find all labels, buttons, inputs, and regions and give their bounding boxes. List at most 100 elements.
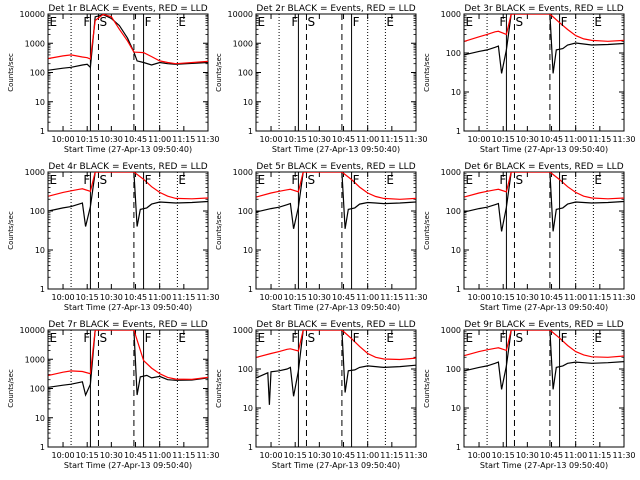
x-tick-label: 10:15 bbox=[492, 451, 515, 460]
x-tick-label: 10:30 bbox=[516, 451, 539, 460]
y-tick-label: 100 bbox=[238, 69, 253, 78]
x-tick-label: 10:00 bbox=[52, 451, 75, 460]
y-tick-label: 100 bbox=[446, 49, 461, 58]
marker-letter: S bbox=[99, 15, 107, 29]
y-tick-label: 1 bbox=[248, 285, 253, 294]
x-tick-label: 11:30 bbox=[196, 135, 219, 144]
events-series-line bbox=[256, 330, 416, 405]
lld-series-line bbox=[256, 330, 416, 361]
y-axis-label: Counts/sec bbox=[215, 53, 223, 92]
x-tick-label: 11:30 bbox=[196, 451, 219, 460]
detector-panel: Det 7r BLACK = Events, RED = LLD 1 10 100 10… bbox=[7, 320, 220, 470]
y-axis-label: Counts/sec bbox=[7, 369, 15, 408]
x-tick-label: 11:15 bbox=[172, 293, 195, 302]
lld-series-line bbox=[48, 14, 208, 65]
x-tick-label: 10:30 bbox=[516, 293, 539, 302]
lld-series-line bbox=[464, 14, 624, 42]
marker-letter: F bbox=[291, 173, 298, 187]
panel-title: Det 5r BLACK = Events, RED = LLD bbox=[256, 162, 415, 172]
y-tick-label: 1000 bbox=[25, 355, 45, 364]
marker-letter: F bbox=[145, 331, 152, 345]
y-tick-label: 1000 bbox=[441, 10, 461, 19]
marker-letter: E bbox=[258, 15, 266, 29]
plot-frame bbox=[47, 329, 209, 448]
x-tick-label: 11:30 bbox=[612, 293, 635, 302]
marker-letter: F bbox=[83, 15, 90, 29]
x-axis-label: Start Time (27-Apr-13 09:50:40) bbox=[272, 303, 400, 312]
x-tick-label: 11:00 bbox=[356, 135, 379, 144]
y-tick-label: 100 bbox=[238, 365, 253, 374]
x-tick-label: 10:45 bbox=[124, 293, 147, 302]
marker-letter: S bbox=[515, 15, 523, 29]
x-tick-label: 10:30 bbox=[308, 451, 331, 460]
x-axis-label: Start Time (27-Apr-13 09:50:40) bbox=[64, 303, 192, 312]
lld-series-line bbox=[464, 172, 624, 200]
plot-frame bbox=[47, 171, 209, 290]
y-tick-label: 100 bbox=[30, 207, 45, 216]
x-axis-label: Start Time (27-Apr-13 09:50:40) bbox=[480, 145, 608, 154]
y-tick-label: 10 bbox=[35, 98, 45, 107]
x-tick-label: 11:00 bbox=[356, 293, 379, 302]
x-tick-label: 10:00 bbox=[52, 293, 75, 302]
y-tick-label: 1000 bbox=[25, 39, 45, 48]
marker-letter: E bbox=[594, 331, 602, 345]
marker-letter: F bbox=[499, 15, 506, 29]
y-tick-label: 10 bbox=[451, 246, 461, 255]
x-tick-label: 10:00 bbox=[468, 293, 491, 302]
lld-series-line bbox=[464, 330, 624, 358]
y-tick-label: 1000 bbox=[233, 326, 253, 335]
y-tick-label: 1 bbox=[456, 127, 461, 136]
x-tick-label: 10:15 bbox=[76, 451, 99, 460]
panel-title: Det 6r BLACK = Events, RED = LLD bbox=[464, 162, 623, 172]
y-tick-label: 1000 bbox=[233, 168, 253, 177]
x-tick-label: 10:30 bbox=[100, 451, 123, 460]
y-tick-label: 10 bbox=[451, 88, 461, 97]
x-tick-label: 11:30 bbox=[612, 135, 635, 144]
x-tick-label: 10:45 bbox=[124, 451, 147, 460]
x-axis-label: Start Time (27-Apr-13 09:50:40) bbox=[272, 461, 400, 470]
marker-letter: S bbox=[307, 173, 315, 187]
marker-letter: E bbox=[466, 331, 474, 345]
plot-area bbox=[48, 330, 208, 447]
x-axis-label: Start Time (27-Apr-13 09:50:40) bbox=[272, 145, 400, 154]
y-axis-label: Counts/sec bbox=[215, 211, 223, 250]
x-tick-label: 10:30 bbox=[308, 135, 331, 144]
x-tick-label: 10:30 bbox=[308, 293, 331, 302]
x-tick-label: 11:15 bbox=[588, 293, 611, 302]
panel-title: Det 4r BLACK = Events, RED = LLD bbox=[48, 162, 207, 172]
x-tick-label: 10:15 bbox=[284, 293, 307, 302]
marker-letter: E bbox=[466, 15, 474, 29]
plot-frame bbox=[463, 171, 625, 290]
marker-letter: S bbox=[515, 173, 523, 187]
x-tick-label: 10:45 bbox=[540, 293, 563, 302]
x-tick-label: 10:45 bbox=[540, 451, 563, 460]
x-axis-label: Start Time (27-Apr-13 09:50:40) bbox=[480, 303, 608, 312]
marker-letter: E bbox=[594, 15, 602, 29]
x-axis-label: Start Time (27-Apr-13 09:50:40) bbox=[64, 145, 192, 154]
lld-series-line bbox=[48, 330, 208, 381]
x-tick-label: 10:30 bbox=[516, 135, 539, 144]
x-tick-label: 10:00 bbox=[260, 135, 283, 144]
x-tick-label: 10:00 bbox=[260, 293, 283, 302]
detector-panel: Det 9r BLACK = Events, RED = LLD 1 10 100 10… bbox=[423, 320, 636, 470]
plot-area bbox=[256, 330, 416, 447]
detector-panel: Det 2r BLACK = Events, RED = LLD 1 10 100 10… bbox=[215, 4, 428, 154]
marker-letter: F bbox=[145, 15, 152, 29]
y-tick-label: 1 bbox=[40, 285, 45, 294]
marker-letter: F bbox=[145, 173, 152, 187]
x-tick-label: 10:00 bbox=[468, 451, 491, 460]
events-series-line bbox=[464, 330, 624, 390]
marker-letter: F bbox=[353, 173, 360, 187]
x-tick-label: 10:00 bbox=[260, 451, 283, 460]
x-tick-label: 10:15 bbox=[76, 293, 99, 302]
y-tick-label: 1 bbox=[40, 127, 45, 136]
y-axis-label: Counts/sec bbox=[423, 53, 431, 92]
x-tick-label: 10:30 bbox=[100, 293, 123, 302]
y-tick-label: 100 bbox=[446, 207, 461, 216]
x-tick-label: 11:00 bbox=[148, 451, 171, 460]
marker-letter: F bbox=[499, 331, 506, 345]
x-tick-label: 10:00 bbox=[468, 135, 491, 144]
detector-panel: Det 5r BLACK = Events, RED = LLD 1 10 100 10… bbox=[215, 162, 428, 312]
x-tick-label: 10:45 bbox=[332, 293, 355, 302]
